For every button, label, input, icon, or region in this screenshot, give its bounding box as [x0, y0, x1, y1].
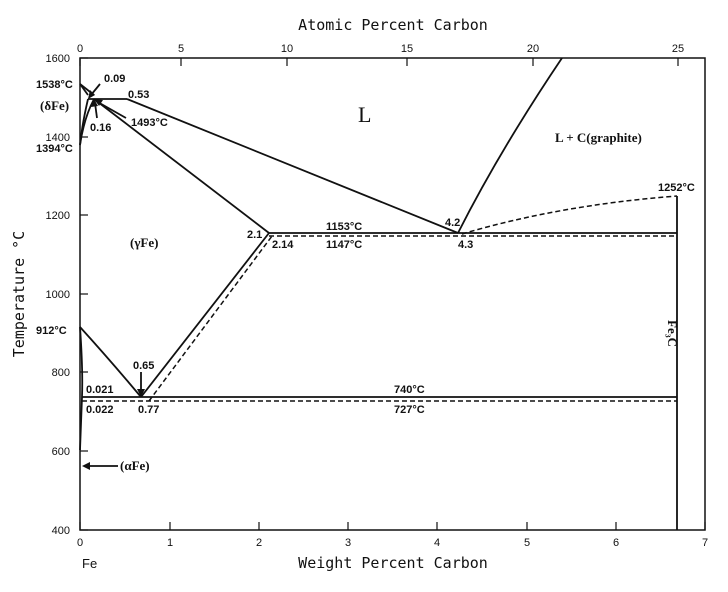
liquidus-gamma	[126, 98, 459, 234]
phase-label-delta: (δFe)	[40, 98, 69, 113]
left-tick-label: 1000	[46, 289, 70, 301]
bottom-tick-labels: 0 1 2 3 4 5 6 7	[77, 537, 708, 549]
label-1252: 1252°C	[658, 182, 695, 194]
label-2-1: 2.1	[247, 229, 262, 241]
top-tick-label: 0	[77, 43, 83, 55]
left-tick-label: 400	[52, 525, 70, 537]
label-0-021: 0.021	[86, 384, 114, 396]
label-2-14: 2.14	[272, 239, 294, 251]
label-4-3: 4.3	[458, 239, 473, 251]
a3-line	[79, 326, 142, 398]
delta-gamma-lower	[79, 98, 89, 146]
bottom-tick-label: 6	[613, 537, 619, 549]
top-tick-label: 5	[178, 43, 184, 55]
label-0-16: 0.16	[90, 122, 111, 134]
fe-label: Fe	[82, 556, 97, 571]
label-4-2: 4.2	[445, 217, 460, 229]
delta-solidus	[79, 83, 89, 96]
top-axis-title: Atomic Percent Carbon	[298, 16, 488, 34]
top-tick-label: 25	[672, 43, 684, 55]
label-0-65: 0.65	[133, 360, 154, 372]
label-727: 727°C	[394, 404, 425, 416]
top-tick-labels: 0 5 10 15 20 25	[77, 43, 684, 55]
alpha-solvus	[79, 326, 84, 451]
phase-boundaries	[79, 57, 678, 530]
label-1153: 1153°C	[326, 221, 362, 233]
pointer-1493	[95, 100, 127, 119]
left-tick-label: 1600	[46, 53, 70, 65]
left-tick-label: 800	[52, 367, 70, 379]
top-tick-label: 15	[401, 43, 413, 55]
left-tick-label: 1200	[46, 210, 70, 222]
bottom-tick-label: 0	[77, 537, 83, 549]
bottom-tick-label: 2	[256, 537, 262, 549]
arrow-1493	[94, 99, 103, 106]
label-1538: 1538°C	[36, 79, 73, 91]
bottom-tick-label: 4	[434, 537, 440, 549]
arrow-016	[91, 99, 98, 107]
phase-label-cementite: Fe₃C	[665, 320, 680, 347]
label-0-53: 0.53	[128, 89, 149, 101]
acm-line-metastable	[148, 235, 273, 402]
solidus-gamma	[93, 98, 270, 234]
top-tick-label: 20	[527, 43, 539, 55]
label-1394: 1394°C	[36, 143, 73, 155]
top-tick-label: 10	[281, 43, 293, 55]
bottom-tick-label: 5	[524, 537, 530, 549]
label-912: 912°C	[36, 325, 67, 337]
arrow-065	[137, 389, 145, 397]
left-tick-labels: 400 600 800 1000 1200 1400 1600	[46, 53, 70, 537]
left-tick-label: 600	[52, 446, 70, 458]
label-0-09: 0.09	[104, 73, 125, 85]
bottom-ticks	[79, 522, 706, 530]
label-1493: 1493°C	[131, 117, 168, 129]
phase-label-alpha: (αFe)	[120, 458, 150, 473]
plot-frame	[79, 57, 706, 531]
arrow-009	[88, 90, 95, 99]
acm-line	[140, 232, 270, 398]
label-0-77: 0.77	[138, 404, 159, 416]
liquidus-hypereutectic	[457, 57, 563, 234]
bottom-tick-label: 7	[702, 537, 708, 549]
label-1147: 1147°C	[326, 239, 362, 251]
label-0-022: 0.022	[86, 404, 114, 416]
phase-label-liquid: L	[358, 102, 371, 127]
top-ticks	[79, 58, 679, 66]
phase-label-liquid-graphite: L + C(graphite)	[555, 130, 642, 145]
alpha-arrow-head	[82, 462, 90, 470]
bottom-axis-title: Weight Percent Carbon	[298, 554, 488, 572]
left-tick-label: 1400	[46, 132, 70, 144]
label-740: 740°C	[394, 384, 425, 396]
liquidus-cementite	[461, 195, 678, 235]
bottom-tick-label: 1	[167, 537, 173, 549]
bottom-tick-label: 3	[345, 537, 351, 549]
y-axis-title: Temperature °C	[10, 231, 28, 357]
phase-label-gamma: (γFe)	[130, 235, 158, 250]
